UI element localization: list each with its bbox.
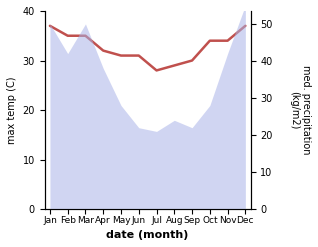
Y-axis label: max temp (C): max temp (C): [7, 76, 17, 144]
Y-axis label: med. precipitation
(kg/m2): med. precipitation (kg/m2): [289, 65, 311, 155]
X-axis label: date (month): date (month): [107, 230, 189, 240]
